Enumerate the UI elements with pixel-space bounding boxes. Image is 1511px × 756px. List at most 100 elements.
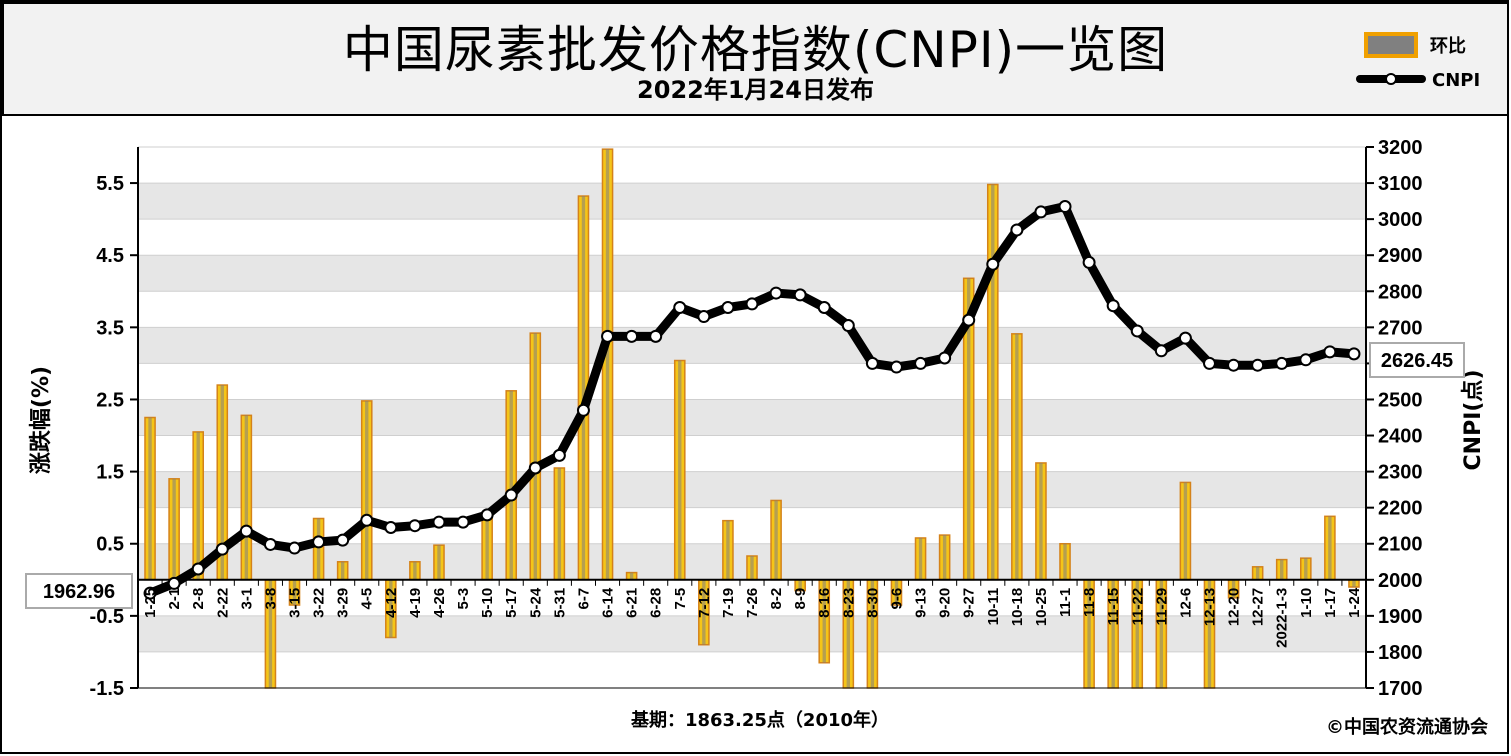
cnpi-point bbox=[576, 403, 590, 417]
bar-core bbox=[533, 333, 537, 580]
bar-core bbox=[918, 537, 923, 580]
left-tick-label: 2.5 bbox=[96, 389, 124, 411]
bar-core bbox=[340, 561, 345, 580]
x-tick-label: 12-27 bbox=[1250, 588, 1267, 626]
left-y-tick-labels: 5.5 4.5 3.5 2.5 1.5 0.5 -0.5 -1.5 bbox=[90, 173, 138, 700]
cnpi-point bbox=[625, 329, 639, 343]
cnpi-point bbox=[1299, 353, 1313, 367]
bar-core bbox=[196, 431, 200, 580]
bar-core bbox=[1304, 558, 1308, 580]
x-tick-label: 2-8 bbox=[190, 588, 207, 610]
right-tick-label: 3200 bbox=[1378, 137, 1423, 159]
bar-core bbox=[629, 572, 634, 580]
bar-core bbox=[870, 579, 875, 688]
bar-core bbox=[413, 561, 417, 580]
bar-core bbox=[1039, 462, 1043, 580]
cnpi-point bbox=[962, 313, 976, 327]
cnpi-point bbox=[601, 329, 615, 343]
x-tick-label: 11-15 bbox=[1105, 588, 1122, 626]
end-annotation-box bbox=[1369, 342, 1465, 378]
cnpi-point bbox=[841, 319, 855, 333]
bar-core bbox=[557, 467, 562, 580]
x-tick-label: 1-24 bbox=[1346, 587, 1363, 618]
right-tick-label: 3000 bbox=[1378, 209, 1423, 231]
cnpi-point bbox=[938, 351, 952, 365]
cnpi-point bbox=[1034, 205, 1048, 219]
end-annotation: 2626.45 bbox=[1369, 342, 1465, 378]
x-tick-label: 4-12 bbox=[383, 588, 400, 618]
right-tick-label: 2400 bbox=[1378, 426, 1423, 448]
bar-core bbox=[1352, 579, 1356, 588]
bar-core bbox=[678, 360, 682, 580]
right-axis-label: CNPI(点) bbox=[1460, 370, 1486, 471]
right-tick-label: 2800 bbox=[1378, 281, 1423, 303]
cnpi-point bbox=[889, 360, 903, 374]
cnpi-point bbox=[312, 535, 326, 549]
x-tick-label: 1-17 bbox=[1322, 588, 1339, 618]
x-tick-label: 6-7 bbox=[575, 588, 592, 610]
x-tick-label: 1-25 bbox=[142, 588, 159, 618]
bar-core bbox=[726, 520, 730, 580]
bar-core bbox=[822, 579, 826, 663]
x-tick-label: 12-13 bbox=[1201, 588, 1218, 626]
cnpi-point bbox=[480, 508, 494, 522]
cnpi-point bbox=[408, 519, 422, 533]
x-tick-label: 7-19 bbox=[720, 588, 737, 618]
bar-core bbox=[991, 184, 995, 580]
x-tick-label: 5-31 bbox=[551, 588, 568, 618]
cnpi-point bbox=[721, 300, 735, 314]
cnpi-point bbox=[384, 521, 398, 535]
bar-core bbox=[1135, 579, 1139, 688]
chart-subtitle: 2022年1月24日发布 bbox=[637, 76, 874, 104]
legend-line-label: CNPI bbox=[1432, 70, 1480, 91]
cnpi-point bbox=[649, 329, 663, 343]
cnpi-point bbox=[1347, 347, 1361, 361]
bar-core bbox=[774, 500, 778, 580]
left-tick-label: 1.5 bbox=[96, 462, 124, 484]
copyright-note: ©中国农资流通协会 bbox=[1326, 716, 1488, 738]
line-series bbox=[143, 200, 1361, 600]
cnpi-point bbox=[432, 515, 446, 529]
grid-band bbox=[138, 471, 1366, 508]
x-tick-label: 5-10 bbox=[479, 588, 496, 618]
cnpi-point bbox=[817, 300, 831, 314]
x-tick-label: 3-29 bbox=[335, 588, 352, 618]
cnpi-point bbox=[1202, 356, 1216, 370]
cnpi-point bbox=[191, 562, 205, 576]
x-tick-label: 11-29 bbox=[1153, 588, 1170, 626]
x-tick-label: 6-21 bbox=[624, 588, 641, 618]
cnpi-point bbox=[215, 542, 229, 556]
right-tick-label: 1900 bbox=[1378, 606, 1423, 628]
cnpi-point bbox=[793, 288, 807, 302]
grid-band bbox=[138, 615, 1366, 652]
right-tick-label: 3100 bbox=[1378, 173, 1423, 195]
right-y-tick-labels: 3200310030002900280027002600250024002300… bbox=[1366, 137, 1423, 700]
x-tick-label: 6-14 bbox=[600, 587, 617, 618]
x-tick-label: 8-23 bbox=[840, 588, 857, 618]
x-tick-label: 10-25 bbox=[1033, 588, 1050, 626]
bar-core bbox=[750, 555, 754, 580]
cnpi-point bbox=[360, 513, 374, 527]
x-tick-label: 3-1 bbox=[238, 588, 255, 610]
cnpi-point bbox=[1275, 356, 1289, 370]
right-tick-label: 2000 bbox=[1378, 570, 1423, 592]
cnpi-point bbox=[986, 257, 1000, 271]
x-tick-label: 8-16 bbox=[816, 588, 833, 618]
cnpi-point bbox=[239, 524, 253, 538]
cnpi-point bbox=[1082, 255, 1096, 269]
right-tick-label: 2200 bbox=[1378, 498, 1423, 520]
end-annotation-text: 2626.45 bbox=[1381, 350, 1453, 372]
cnpi-point bbox=[143, 586, 157, 600]
cnpi-point bbox=[1010, 223, 1024, 237]
bar-core bbox=[1111, 579, 1115, 688]
x-tick-label: 4-19 bbox=[407, 588, 424, 618]
bar-core bbox=[389, 579, 393, 638]
bar-core bbox=[292, 579, 297, 606]
bar-core bbox=[846, 579, 850, 688]
bar-core bbox=[1087, 579, 1091, 688]
x-tick-label: 9-6 bbox=[888, 588, 905, 610]
x-tick-label: 10-18 bbox=[1009, 588, 1026, 626]
x-tick-label: 5-24 bbox=[527, 587, 544, 618]
grid-band bbox=[138, 255, 1366, 292]
bar-core bbox=[437, 545, 441, 580]
